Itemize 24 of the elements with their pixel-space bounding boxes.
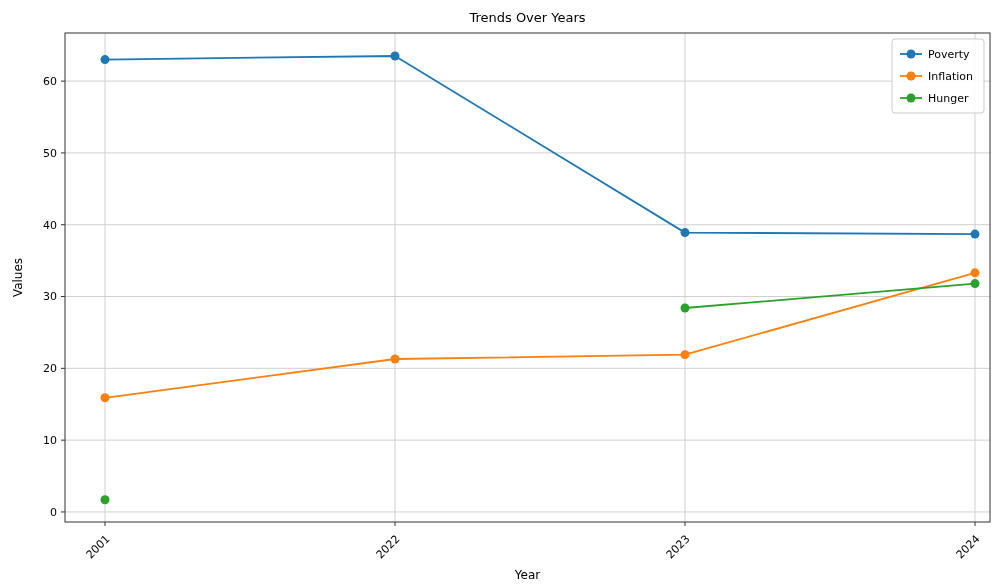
y-tick-label: 30 <box>43 290 57 304</box>
point <box>100 495 110 505</box>
point <box>100 393 110 403</box>
point <box>680 228 690 238</box>
legend-label: Hunger <box>928 91 969 105</box>
y-tick-label: 60 <box>43 74 57 88</box>
y-tick-label: 10 <box>43 433 57 447</box>
point <box>100 55 110 65</box>
y-tick-label: 40 <box>43 218 57 232</box>
x-axis-title: Year <box>513 568 541 582</box>
y-axis-title: Values <box>11 257 25 298</box>
point <box>390 354 400 364</box>
y-tick-label: 0 <box>50 505 57 519</box>
legend-label: Inflation <box>928 69 973 83</box>
point <box>390 51 400 61</box>
point <box>970 279 980 289</box>
point <box>680 303 690 313</box>
legend-label: Poverty <box>928 47 971 61</box>
point <box>970 229 980 239</box>
y-tick-label: 50 <box>43 146 57 160</box>
point <box>680 350 690 360</box>
chart-title: Trends Over Years <box>468 10 586 25</box>
point <box>970 268 980 278</box>
y-tick-label: 20 <box>43 362 57 376</box>
